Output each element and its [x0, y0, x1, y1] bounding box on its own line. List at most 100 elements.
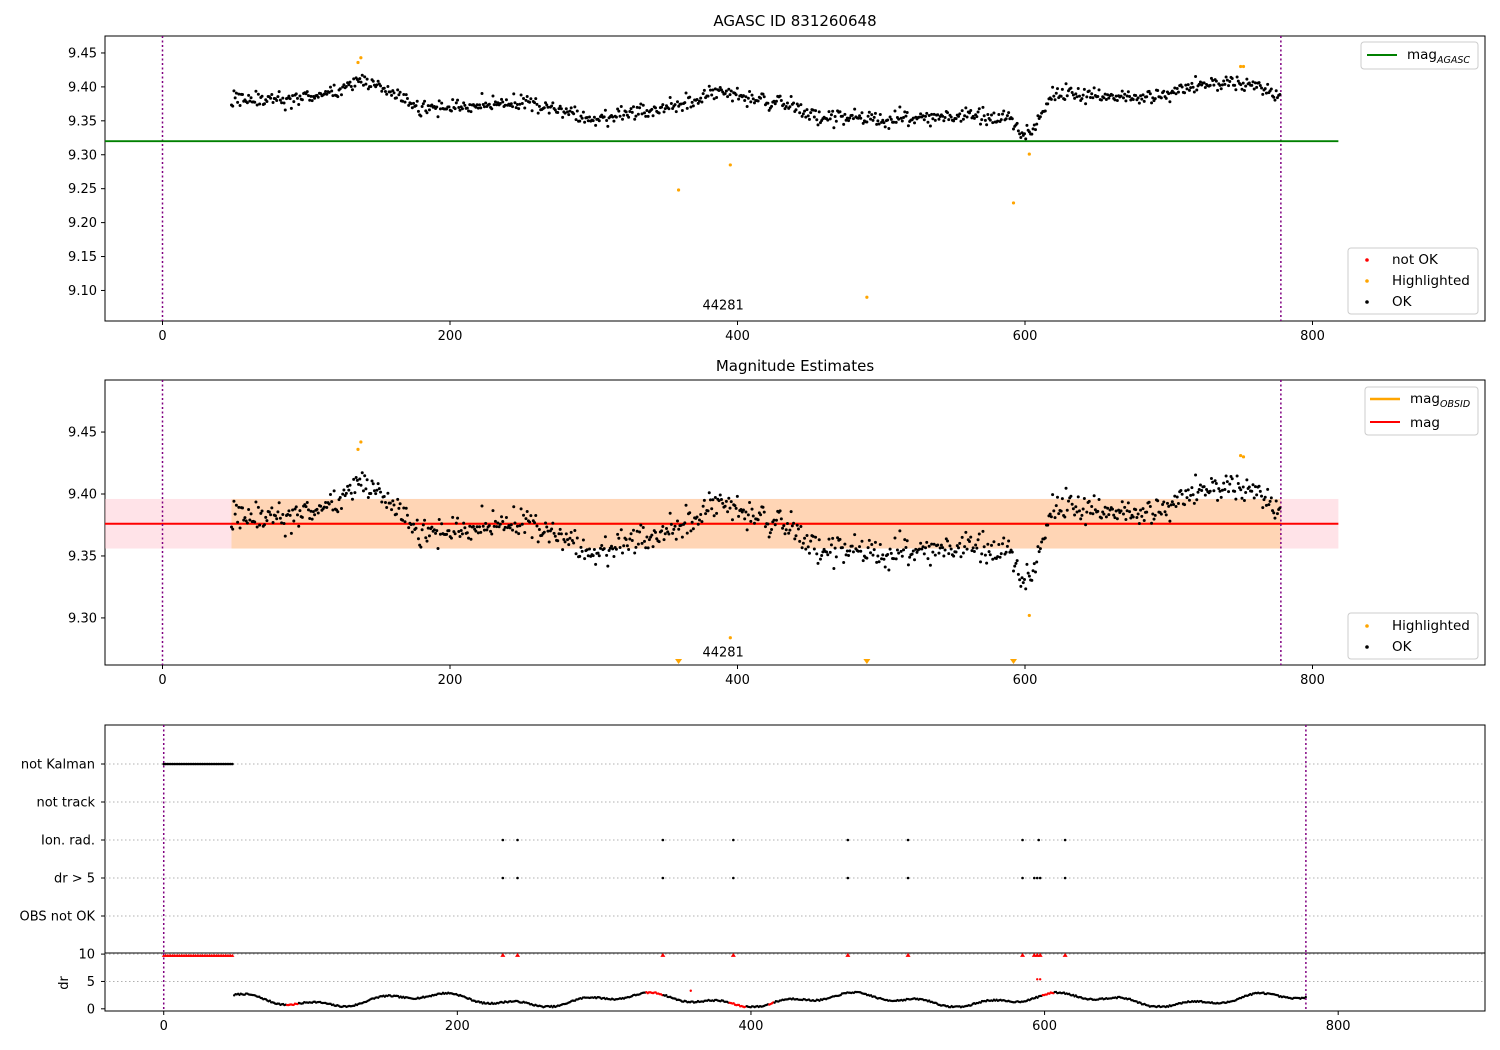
ok-point [887, 568, 891, 572]
ok-point [280, 521, 284, 525]
ok-point [860, 539, 864, 543]
ok-point [949, 115, 953, 119]
ok-point [779, 517, 783, 521]
ok-point [401, 99, 405, 103]
ok-point [523, 106, 527, 110]
ok-point [1077, 509, 1081, 513]
ok-point [322, 505, 326, 509]
x-tick-label: 200 [438, 673, 463, 688]
ok-point [1140, 97, 1144, 101]
ok-point [423, 99, 427, 103]
legend-label-subscript: AGASC [1436, 55, 1470, 66]
ok-point [1085, 95, 1089, 99]
ok-point [339, 506, 343, 510]
ok-point [1013, 564, 1017, 568]
ok-point [788, 528, 792, 532]
ok-point [869, 551, 873, 555]
ok-point [980, 552, 984, 556]
ok-point [561, 115, 565, 119]
ok-point [478, 103, 482, 107]
ok-point [1016, 572, 1020, 576]
ok-point [1088, 511, 1092, 515]
ok-point [467, 536, 471, 540]
ok-point [894, 557, 898, 561]
ok-point [490, 532, 494, 536]
ok-point [1235, 474, 1239, 478]
panel3-frame [104, 724, 1486, 954]
ok-point [752, 521, 756, 525]
ok-point [1014, 561, 1018, 565]
ok-point [1187, 498, 1191, 502]
ok-point [850, 544, 854, 548]
ok-point [667, 107, 671, 111]
ok-point [1052, 509, 1056, 513]
ok-point [405, 97, 409, 101]
ok-point [291, 508, 295, 512]
ok-point [269, 513, 273, 517]
ok-point [371, 79, 375, 83]
ok-point [850, 113, 854, 117]
ok-point [396, 88, 400, 92]
ok-point [614, 115, 618, 119]
ok-point [379, 84, 383, 88]
ok-point [319, 92, 323, 96]
panel2-obsid-annotation: 44281 [702, 645, 743, 660]
ok-point [273, 514, 277, 518]
ok-point [414, 526, 418, 530]
ok-point [1223, 82, 1227, 86]
ok-point [899, 549, 903, 553]
ok-point [551, 101, 555, 105]
ok-point [1135, 516, 1139, 520]
ok-point [1220, 488, 1224, 492]
y-tick-label: 9.45 [68, 426, 97, 441]
ok-point [524, 517, 528, 521]
ok-point [1060, 497, 1064, 501]
ok-point [1115, 98, 1119, 102]
panel1-legend-bottom: not OK Highlighted OK [1347, 247, 1479, 315]
flag-event-point [661, 876, 665, 880]
ok-point [294, 505, 298, 509]
ok-point [943, 116, 947, 120]
ok-point [914, 547, 918, 551]
ok-point [597, 119, 601, 123]
ok-point [493, 519, 497, 523]
ok-point [1073, 96, 1077, 100]
ok-point [746, 513, 750, 517]
ok-point [491, 94, 495, 98]
ok-point [479, 106, 483, 110]
ok-point [1170, 500, 1174, 504]
ok-point [402, 93, 406, 97]
ok-point [631, 528, 635, 532]
ok-point [591, 119, 595, 123]
ok-point [964, 106, 968, 110]
ok-point [237, 92, 241, 96]
ok-point [1162, 89, 1166, 93]
ok-point [624, 110, 628, 114]
ok-point [561, 548, 565, 552]
ok-point [895, 548, 899, 552]
ok-point [663, 532, 667, 536]
ok-point [487, 524, 491, 528]
ok-point [977, 107, 981, 111]
flag-event-point [732, 876, 735, 880]
ok-point [283, 534, 287, 538]
ok-point [917, 115, 921, 119]
ok-point [883, 565, 887, 569]
ok-point [746, 96, 750, 100]
ok-point [723, 92, 727, 96]
ok-point [625, 544, 629, 548]
ok-point [270, 506, 274, 510]
ok-point [928, 124, 932, 128]
ok-point [1088, 95, 1092, 99]
ok-point [245, 101, 249, 105]
ok-point [293, 507, 297, 511]
ok-point [646, 546, 650, 550]
ok-point [902, 115, 906, 119]
ok-point [1142, 518, 1146, 522]
ok-point [484, 101, 488, 105]
ok-point [1085, 510, 1089, 514]
ok-point [592, 115, 596, 119]
ok-point [1137, 522, 1141, 526]
ok-point [1252, 496, 1256, 500]
ok-point [700, 100, 704, 104]
